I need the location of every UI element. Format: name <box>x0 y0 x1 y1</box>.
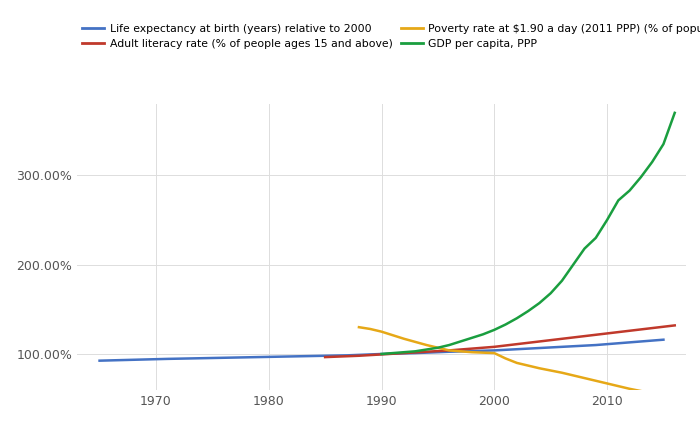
Legend: Life expectancy at birth (years) relative to 2000, Adult literacy rate (% of peo: Life expectancy at birth (years) relativ… <box>83 24 700 49</box>
